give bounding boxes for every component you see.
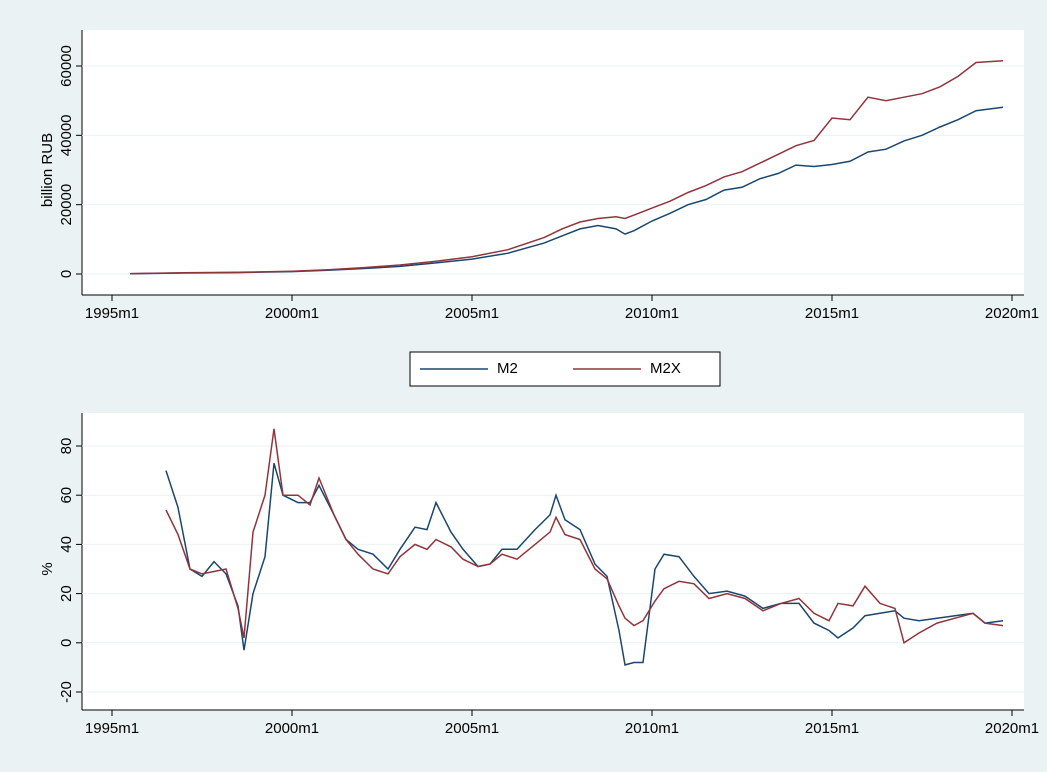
x-tick-label: 2020m1 [985, 720, 1039, 737]
line-series [165, 428, 1004, 644]
y-tick-label: 20000 [58, 184, 75, 226]
legend-label: M2 [497, 360, 518, 377]
y-axis-title: billion RUB [39, 133, 56, 207]
x-tick-label: 2015m1 [805, 720, 859, 737]
line-series [129, 60, 1004, 275]
x-tick-label: 2005m1 [445, 305, 499, 322]
y-tick-label: 20 [58, 585, 75, 602]
x-tick-label: 2015m1 [805, 305, 859, 322]
x-tick-label: 2005m1 [445, 720, 499, 737]
x-tick-label: 2010m1 [625, 305, 679, 322]
legend-label: M2X [650, 360, 681, 377]
x-tick-label: 1995m1 [85, 720, 139, 737]
y-tick-label: 80 [58, 438, 75, 455]
y-axis-title: % [39, 562, 56, 575]
y-tick-label: 40000 [58, 114, 75, 156]
y-tick-label: 40 [58, 536, 75, 553]
y-tick-label: 60000 [58, 45, 75, 87]
x-tick-label: 2000m1 [265, 720, 319, 737]
y-tick-label: 60 [58, 487, 75, 504]
line-series [165, 462, 1004, 666]
x-tick-label: 2000m1 [265, 305, 319, 322]
y-tick-label: 0 [58, 639, 75, 647]
x-tick-label: 1995m1 [85, 305, 139, 322]
plot-area [82, 413, 1024, 710]
x-tick-label: 2010m1 [625, 720, 679, 737]
plot-area [82, 30, 1024, 295]
x-tick-label: 2020m1 [985, 305, 1039, 322]
y-tick-label: 0 [58, 270, 75, 278]
line-series [129, 106, 1004, 275]
y-tick-label: -20 [58, 681, 75, 703]
